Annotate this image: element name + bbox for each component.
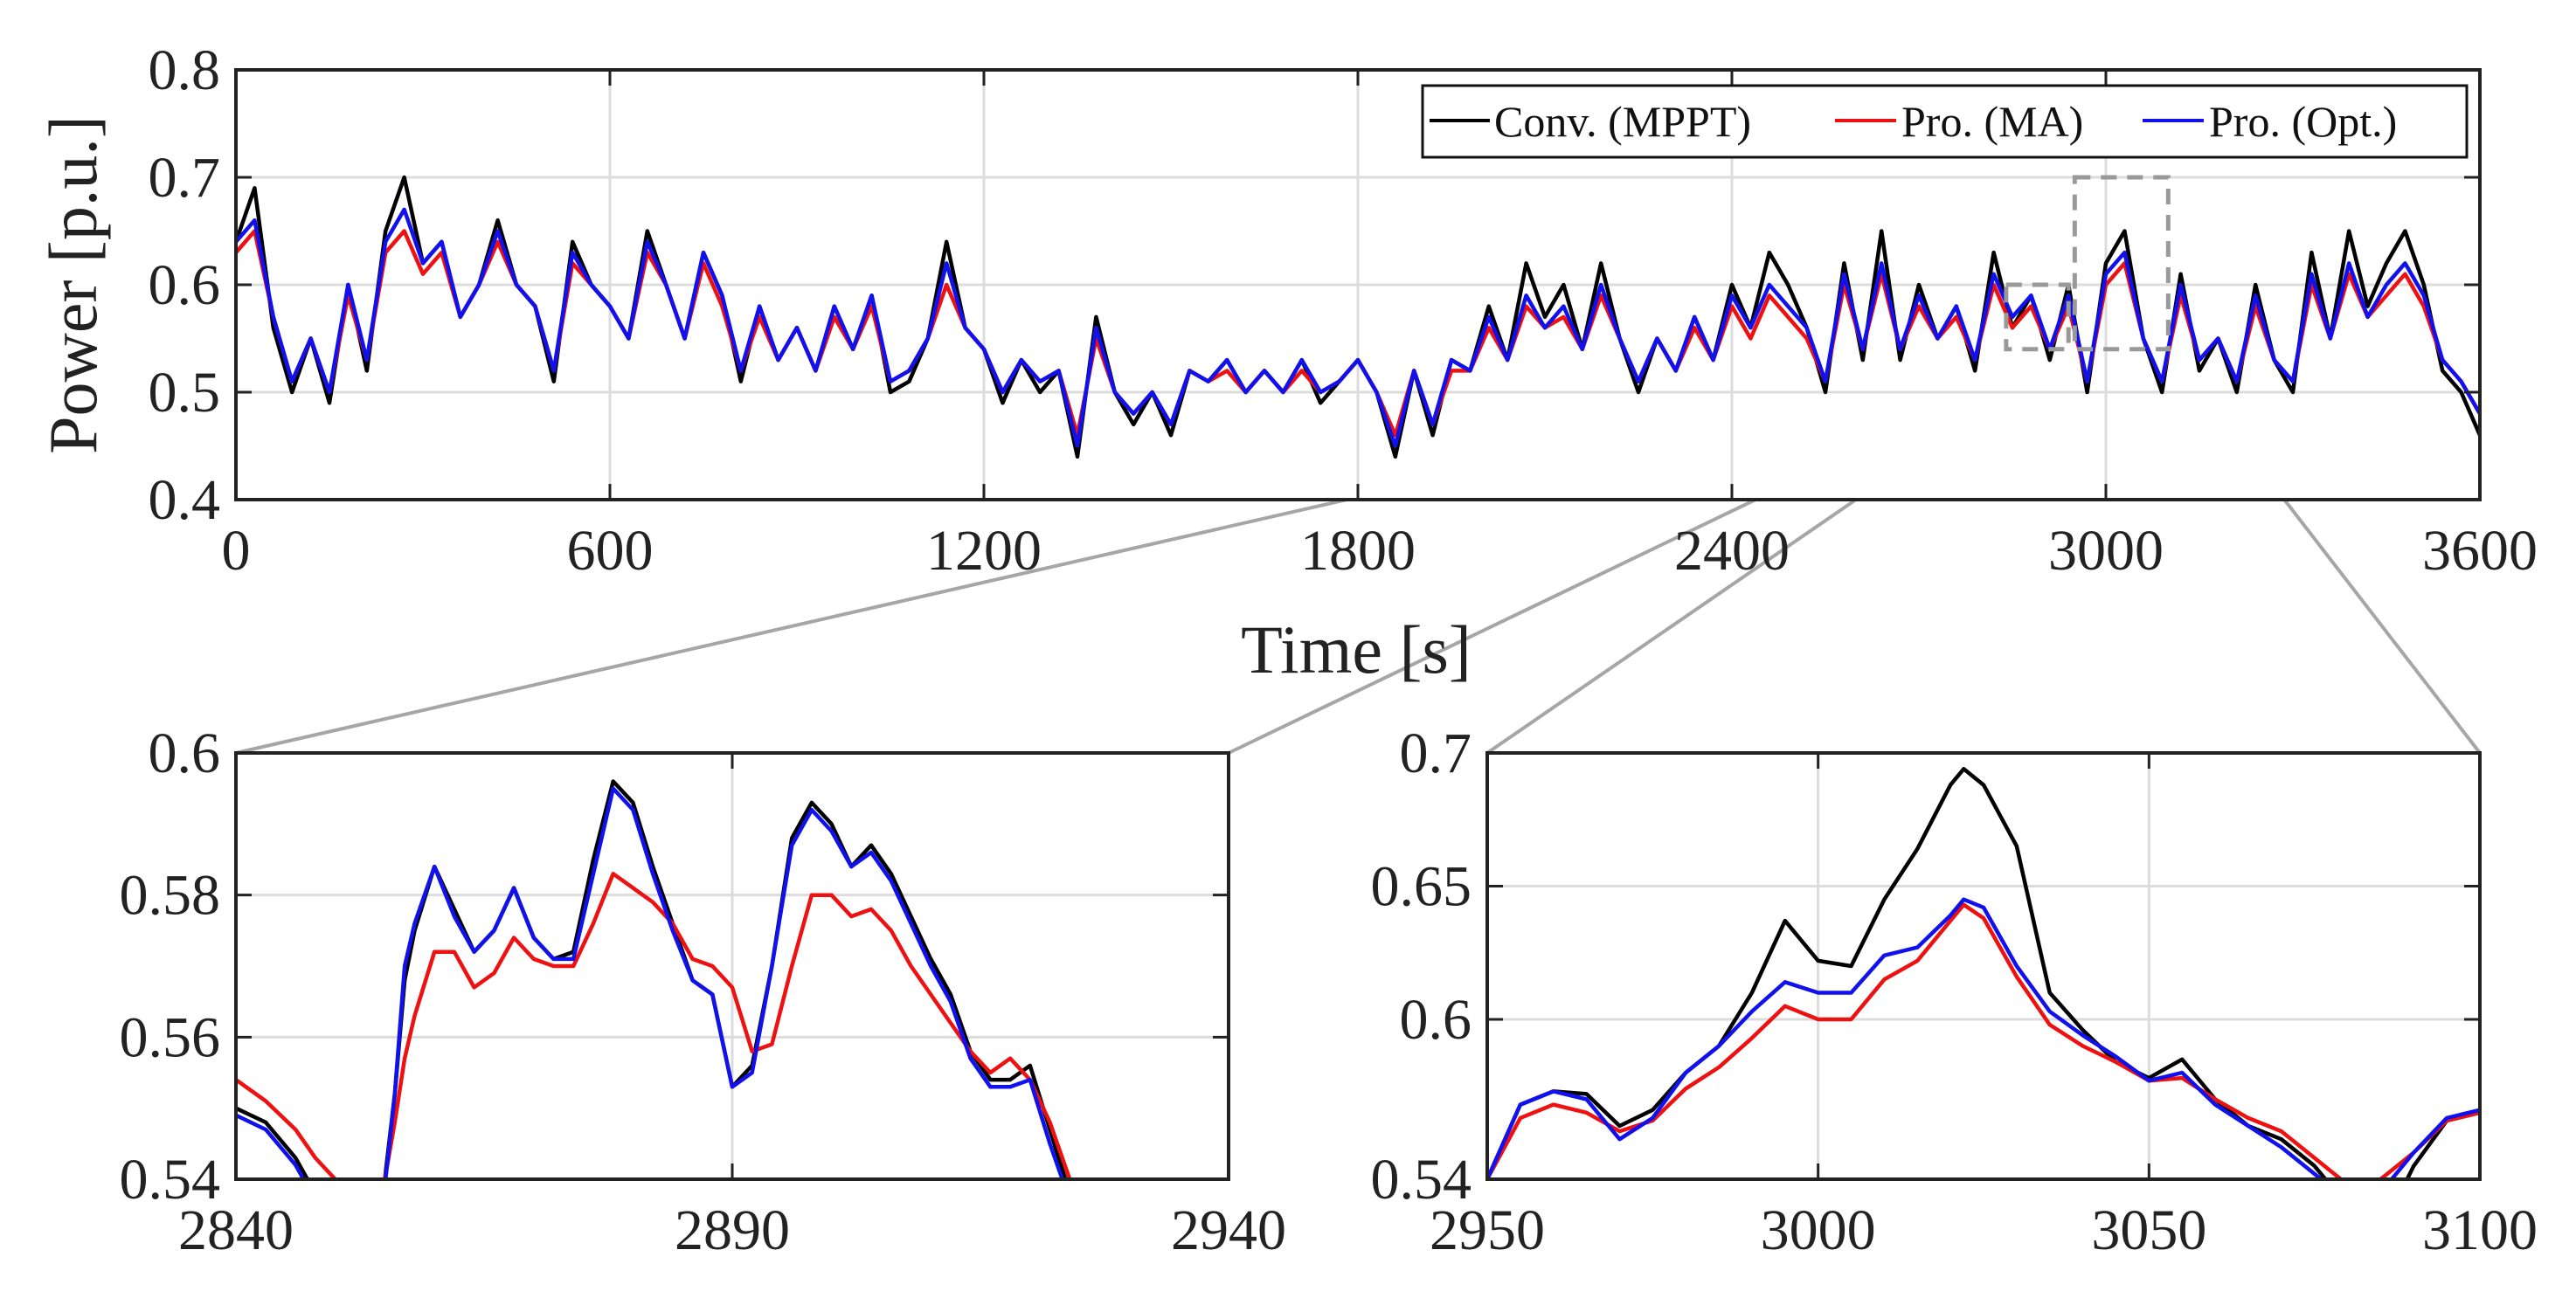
zoom-right-xtick-label-3000: 3000 (1761, 1198, 1876, 1262)
main-ytick-label-0-8: 0.8 (149, 38, 221, 102)
zoom-right-ytick-label-0-65: 0.65 (1371, 855, 1472, 919)
main-ytick-label-0-6: 0.6 (149, 253, 221, 317)
zoom-right-xtick-label-2950: 2950 (1430, 1198, 1545, 1262)
zoom-right-xtick-label-3100: 3100 (2422, 1198, 2538, 1262)
zoom-left-ticks (234, 751, 1230, 1181)
main-xtick-label-3000: 3000 (2048, 519, 2164, 583)
zoom-right-ytick-label-0-6: 0.6 (1400, 988, 1472, 1052)
main-plot: 0.4 0.5 0.6 0.7 0.8 0 600 1200 1800 2400 3000 3600… (35, 38, 2538, 687)
zoom-right-x-tick-labels: 2950 3000 3050 3100 (1430, 1198, 2538, 1262)
zoom-right-ytick-label-0-7: 0.7 (1400, 722, 1472, 785)
main-xtick-label-600: 600 (567, 519, 654, 583)
zoom-right-series-conv-mppt (1487, 767, 2480, 1179)
zoom-box-1 (2004, 282, 2071, 352)
zoom-right-xtick-label-3050: 3050 (2091, 1198, 2206, 1262)
legend-item-pro-ma: Pro. (MA) (1835, 97, 2083, 146)
main-x-axis-label: Time [s] (1241, 611, 1472, 687)
main-x-tick-labels: 0 600 1200 1800 2400 3000 3600 (222, 519, 2538, 583)
main-xtick-label-1200: 1200 (926, 519, 1042, 583)
zoom-left-series-pro-opt (236, 786, 1065, 1179)
zoom-left-x-tick-labels: 2840 2890 2940 (178, 1198, 1286, 1262)
main-y-axis-label: Power [p.u.] (35, 115, 111, 454)
zoom-plot-right: 0.54 0.6 0.65 0.7 2950 3000 3050 3100 (1371, 722, 2538, 1262)
main-y-tick-labels: 0.4 0.5 0.6 0.7 0.8 (149, 38, 221, 532)
legend-item-pro-opt: Pro. (Opt.) (2143, 97, 2397, 146)
main-ytick-label-0-5: 0.5 (149, 361, 221, 425)
main-xtick-label-1800: 1800 (1300, 519, 1416, 583)
zoom-right-series-pro-ma (1487, 902, 2480, 1179)
legend: Conv. (MPPT) Pro. (MA) Pro. (Opt.) (1421, 84, 2469, 159)
legend-label-pro-opt: Pro. (Opt.) (2209, 97, 2397, 146)
zoom-left-xtick-label-2890: 2890 (675, 1198, 790, 1262)
zoom-right-ticks (1485, 751, 2482, 1181)
main-series-pro-opt (236, 207, 2480, 448)
legend-label-conv-mppt: Conv. (MPPT) (1494, 97, 1751, 146)
legend-item-conv-mppt: Conv. (MPPT) (1430, 97, 1751, 146)
main-ytick-label-0-7: 0.7 (149, 146, 221, 210)
legend-label-pro-ma: Pro. (MA) (1901, 97, 2083, 146)
zoom-left-y-tick-labels: 0.54 0.56 0.58 0.6 (120, 722, 221, 1212)
zoom-left-ytick-label-0-6: 0.6 (149, 722, 221, 785)
legend-box (1421, 84, 2469, 159)
zoom-right-grid (1487, 753, 2480, 1179)
main-plot-area (236, 175, 2480, 459)
main-xtick-label-3600: 3600 (2422, 519, 2538, 583)
main-ticks (234, 68, 2482, 501)
main-xtick-label-2400: 2400 (1674, 519, 1790, 583)
zoom-left-ytick-label-0-54: 0.54 (120, 1148, 221, 1212)
zoom-right-ytick-label-0-54: 0.54 (1371, 1148, 1472, 1212)
zoom-left-ytick-label-0-58: 0.58 (120, 864, 221, 928)
zoom-right-background (1487, 753, 2480, 1179)
zoom-left-ytick-label-0-56: 0.56 (120, 1005, 221, 1069)
zoom-right-series-pro-opt (1487, 897, 2480, 1179)
zoom-right-plot-area (1487, 767, 2480, 1179)
main-ytick-label-0-4: 0.4 (149, 468, 221, 532)
zoom-left-xtick-label-2840: 2840 (178, 1198, 294, 1262)
zoom-left-plot-area (236, 779, 1072, 1179)
zoom-right-axes-frame (1485, 751, 2482, 1181)
zoom-plot-left: 0.54 0.56 0.58 0.6 2840 2890 2940 (120, 722, 1287, 1262)
zoom-right-y-tick-labels: 0.54 0.6 0.65 0.7 (1371, 722, 1472, 1212)
main-xtick-label-0: 0 (222, 519, 251, 583)
zoom-left-xtick-label-2940: 2940 (1171, 1198, 1286, 1262)
main-zoom-boxes (2004, 175, 2171, 352)
